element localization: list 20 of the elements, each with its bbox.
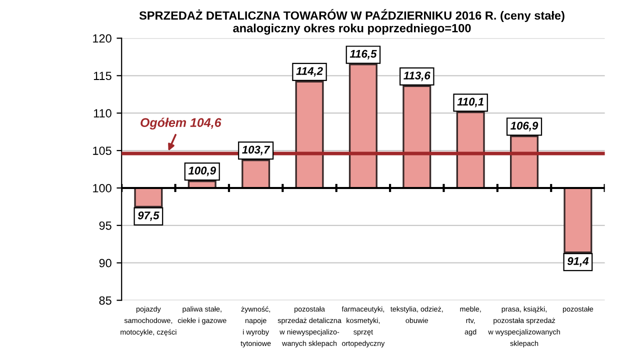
data-label: 110,1: [457, 98, 484, 108]
y-tick-label: 90: [99, 258, 112, 268]
y-tick-label: 85: [99, 296, 112, 305]
y-tick-label: 110: [94, 109, 112, 118]
data-label: 116,5: [350, 50, 377, 60]
data-label: 106,9: [510, 122, 538, 132]
data-label: 97,5: [138, 211, 160, 221]
y-tick-label: 120: [93, 34, 112, 43]
data-label: 91,4: [567, 257, 589, 267]
chart-subtitle: analogiczny okres roku poprzedniego=100: [233, 24, 471, 35]
y-tick-label: 100: [93, 184, 112, 192]
data-label: 113,6: [404, 72, 430, 82]
chart-title: SPRZEDAŻ DETALICZNA TOWARÓW W PAŹDZIERNIKU 2016 R. (ceny stałe): [139, 9, 564, 22]
data-label: 103,7: [242, 146, 270, 156]
y-tick-label: 95: [99, 221, 112, 230]
y-tick-label: 105: [93, 146, 112, 155]
y-tick-label: 115: [94, 72, 112, 80]
data-label: 114,2: [296, 67, 323, 77]
data-label: 100,9: [188, 166, 216, 176]
ref-line-label: Ogółem 104,6: [140, 118, 222, 130]
